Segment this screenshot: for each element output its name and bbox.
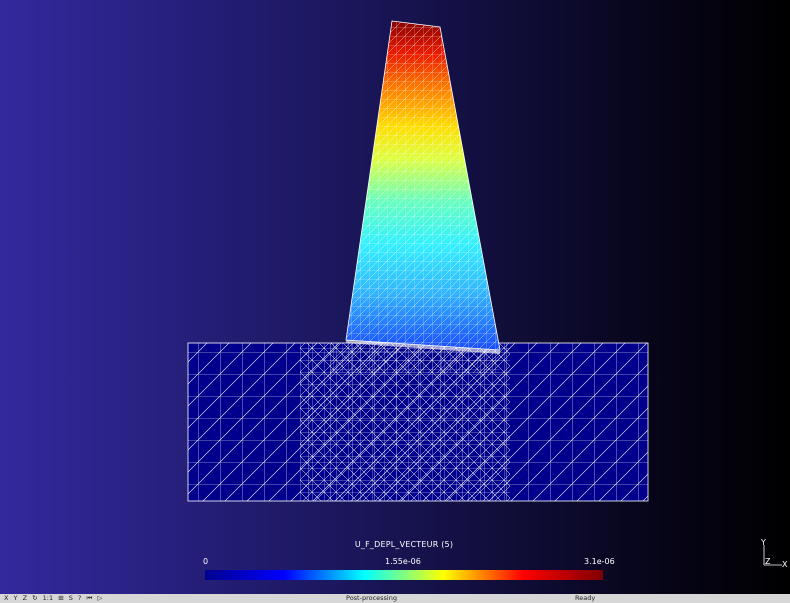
view-z-button[interactable]: Z (22, 594, 28, 602)
colorbar-title: U_F_DEPL_VECTEUR (5) (354, 540, 454, 549)
axis-y-label: Y (760, 538, 766, 547)
help-button[interactable]: ? (77, 594, 82, 602)
rotate-icon[interactable]: ↻ (32, 594, 38, 602)
colorbar-max-label: 3.1e-06 (584, 557, 615, 566)
axis-x-label: X (782, 560, 788, 569)
colorbar-mid-label: 1.55e-06 (385, 557, 421, 566)
tapered-beam (345, 20, 501, 354)
play-icon[interactable]: ▷ (97, 594, 103, 602)
module-label: Post-processing (346, 594, 397, 602)
quick-access-toolbar: X Y Z ↻ 1:1 ⊞ S ? ⏮ ▷ (4, 594, 105, 603)
projection-icon[interactable]: ⊞ (58, 594, 64, 602)
base-block (187, 342, 649, 502)
axes-triad-icon: Y Z X (760, 538, 788, 569)
axis-z-label: Z (765, 557, 771, 566)
selection-button[interactable]: S (68, 594, 73, 602)
view-y-button[interactable]: Y (13, 594, 18, 602)
status-message: Ready (575, 594, 596, 602)
colorbar-min-label: 0 (203, 557, 209, 566)
status-bar: X Y Z ↻ 1:1 ⊞ S ? ⏮ ▷ Post-processing Re… (0, 594, 790, 603)
view-x-button[interactable]: X (4, 594, 9, 602)
colorbar-scale (205, 570, 603, 580)
scale-1to1-button[interactable]: 1:1 (42, 594, 54, 602)
rewind-icon[interactable]: ⏮ (86, 594, 93, 602)
